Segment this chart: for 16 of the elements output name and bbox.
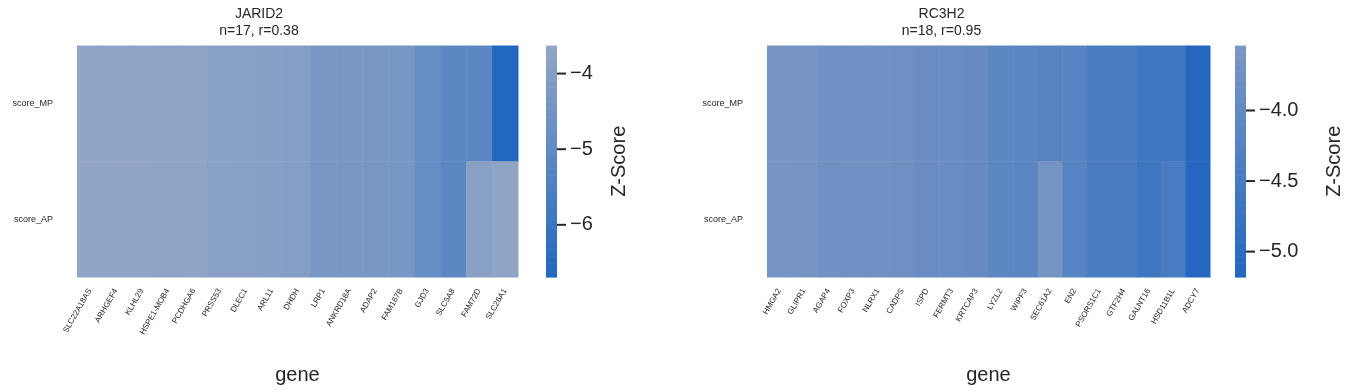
x-axis-title: gene	[966, 362, 1011, 385]
color-bar-label: −4.5	[1259, 168, 1299, 191]
color-bar-label: −5	[570, 136, 593, 159]
color-bar-label: −6	[570, 212, 593, 235]
color-bar-title: Z-Score	[606, 125, 629, 197]
y-tick-label: score_MP	[12, 97, 53, 108]
y-tick-label: score_AP	[703, 213, 743, 224]
chart-title: JARID2 n=17, r=0.38	[219, 5, 299, 39]
x-axis-title: gene	[275, 362, 320, 385]
color-bar-label: −5.0	[1259, 239, 1299, 262]
y-tick-label: score_AP	[13, 213, 53, 224]
color-bar-title: Z-Score	[1321, 125, 1344, 197]
chart-title: RC3H2 n=18, r=0.95	[901, 5, 982, 39]
y-tick-label: score_MP	[702, 97, 743, 108]
color-bar-label: −4	[570, 61, 593, 84]
color-bar-label: −4.0	[1259, 98, 1299, 121]
